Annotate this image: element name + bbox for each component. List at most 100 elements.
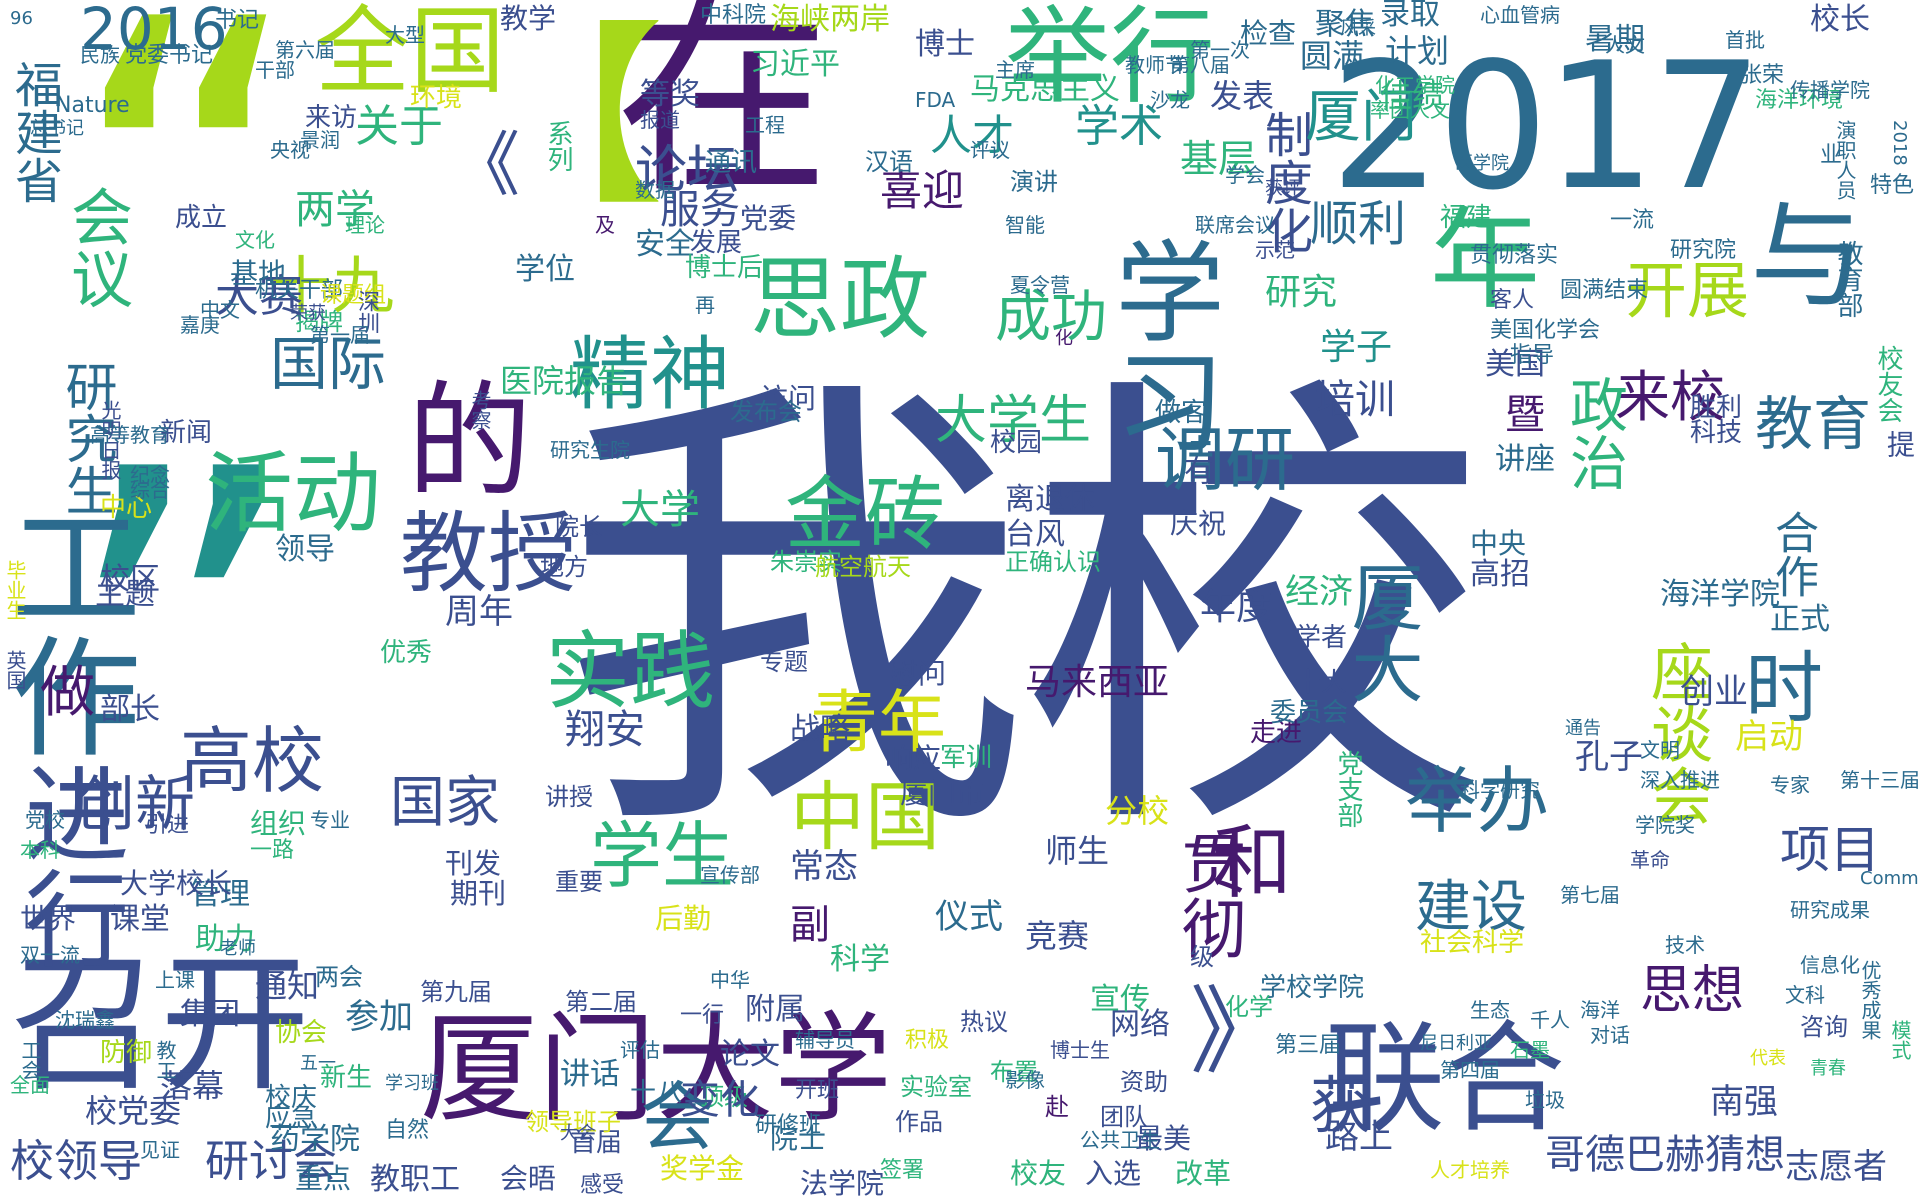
cloud-word: 马克思主义: [970, 72, 1120, 107]
cloud-word: 总书记: [30, 118, 84, 139]
cloud-word: 暨: [1505, 392, 1545, 438]
cloud-word: 党委: [740, 202, 797, 235]
cloud-word: Communications: [1860, 868, 1920, 889]
cloud-word: 举行: [1005, 0, 1216, 118]
cloud-word: 文科: [1785, 983, 1825, 1007]
cloud-word: 博士: [915, 27, 975, 62]
cloud-word: 会晤: [500, 1162, 557, 1195]
cloud-word: 经济: [1285, 572, 1353, 612]
cloud-word: 2016: [80, 0, 228, 63]
cloud-word: 第二届: [565, 988, 637, 1016]
cloud-word: 召开: [10, 938, 311, 1112]
cloud-word: 讲座: [1495, 442, 1555, 477]
cloud-word: 大学生: [935, 391, 1092, 451]
cloud-word: 自然: [385, 1118, 430, 1143]
cloud-word: 中科院: [700, 3, 767, 28]
cloud-word: 教学: [500, 2, 557, 35]
cloud-word: 哥德巴赫猜想: [1545, 1132, 1785, 1178]
cloud-word: 海洋: [1580, 998, 1620, 1022]
cloud-word: 咨询: [1800, 1013, 1848, 1041]
cloud-word: 心血管病: [1480, 3, 1560, 27]
cloud-word: ”: [60, 371, 304, 918]
cloud-word: 风采: [1340, 18, 1376, 39]
cloud-word: 建设: [1415, 875, 1527, 940]
cloud-word: 沈瑞鑫: [55, 1008, 115, 1032]
cloud-word: 庆祝: [1170, 507, 1227, 540]
cloud-word: 评估: [620, 1038, 660, 1062]
cloud-word: 《: [450, 124, 520, 206]
cloud-word: 专家: [1770, 773, 1810, 797]
cloud-word: 应急: [265, 1103, 318, 1133]
cloud-word: 航空航天: [815, 553, 911, 581]
cloud-word: 评议: [970, 138, 1010, 162]
cloud-word: 石墨: [1510, 1038, 1550, 1062]
cloud-word: 翔安: [565, 707, 645, 753]
cloud-word: 老师: [220, 938, 256, 959]
cloud-word: 合作: [1767, 510, 1818, 598]
cloud-word: 培训: [1315, 377, 1395, 423]
cloud-word: 暑期: [1585, 22, 1645, 57]
cloud-word: 专题: [760, 648, 808, 676]
cloud-word: 2017: [1330, 26, 1763, 229]
cloud-word: 通知: [255, 967, 320, 1005]
cloud-word: 实验室: [900, 1073, 972, 1101]
cloud-word: 荣获: [290, 303, 326, 324]
cloud-word: 制度化: [1256, 110, 1312, 254]
cloud-word: 海洋环境: [1755, 88, 1844, 113]
cloud-word: 首批: [1725, 28, 1765, 52]
cloud-word: 教授: [400, 502, 577, 605]
cloud-word: 全国: [315, 0, 506, 107]
cloud-word: 正式: [1770, 602, 1830, 637]
cloud-word: 第四届: [1440, 1058, 1500, 1082]
cloud-word: 发展: [690, 228, 743, 258]
cloud-word: 福建: [1440, 203, 1493, 233]
cloud-word: 助力: [195, 922, 255, 957]
cloud-word: 学子: [1320, 327, 1393, 368]
cloud-word: 后勤: [655, 902, 712, 935]
cloud-word: 信息化: [1800, 953, 1860, 977]
cloud-word: 研究生院: [550, 438, 630, 462]
cloud-word: 党委书记: [125, 43, 214, 68]
cloud-word: 组织: [250, 807, 307, 840]
cloud-word: 变化: [680, 1077, 760, 1123]
cloud-word: 布置: [990, 1058, 1038, 1086]
cloud-word: 仪式: [935, 897, 1003, 937]
cloud-word: 计划: [1385, 32, 1450, 70]
cloud-word: 两学: [295, 187, 375, 233]
cloud-word: 景润: [300, 128, 340, 152]
cloud-word: 做客: [1155, 398, 1208, 428]
cloud-word: 世界: [20, 902, 77, 935]
cloud-word: 及: [595, 213, 615, 237]
cloud-word: 教师节: [1125, 53, 1185, 77]
cloud-word: 慰问: [890, 657, 947, 690]
cloud-word: 分校: [1105, 792, 1170, 830]
cloud-word: 机关干部: [255, 278, 344, 303]
cloud-word: 学院奖: [1635, 813, 1695, 837]
cloud-word: 十九: [270, 249, 395, 322]
cloud-word: 第六届: [275, 38, 335, 62]
cloud-word: 技术: [1665, 933, 1705, 957]
cloud-word: 考察: [468, 390, 492, 430]
cloud-word: 期刊: [450, 877, 507, 910]
cloud-word: 96: [10, 8, 33, 29]
cloud-word: 【: [470, 4, 665, 231]
cloud-word: 关于: [355, 101, 443, 152]
cloud-word: 教工: [153, 1040, 177, 1080]
cloud-word: 干部: [255, 58, 295, 82]
cloud-word: 再: [695, 293, 715, 317]
cloud-word: 传播学院: [1790, 78, 1870, 102]
cloud-word: 和: [1199, 820, 1292, 900]
cloud-word: 论坛: [635, 141, 740, 201]
cloud-word: 战略: [790, 712, 850, 747]
cloud-word: 医学院: [1455, 153, 1509, 174]
cloud-word: 主席: [995, 58, 1035, 82]
cloud-word: 见证: [140, 1138, 180, 1162]
cloud-word: 嘉庚: [180, 313, 220, 337]
cloud-word: 特色: [1870, 173, 1915, 198]
cloud-word: 研修班: [755, 1113, 822, 1138]
cloud-word: 防御: [100, 1038, 153, 1068]
cloud-word: 化: [1055, 328, 1073, 349]
cloud-word: 正确认识: [1005, 548, 1101, 576]
cloud-word: 优秀: [380, 638, 433, 668]
